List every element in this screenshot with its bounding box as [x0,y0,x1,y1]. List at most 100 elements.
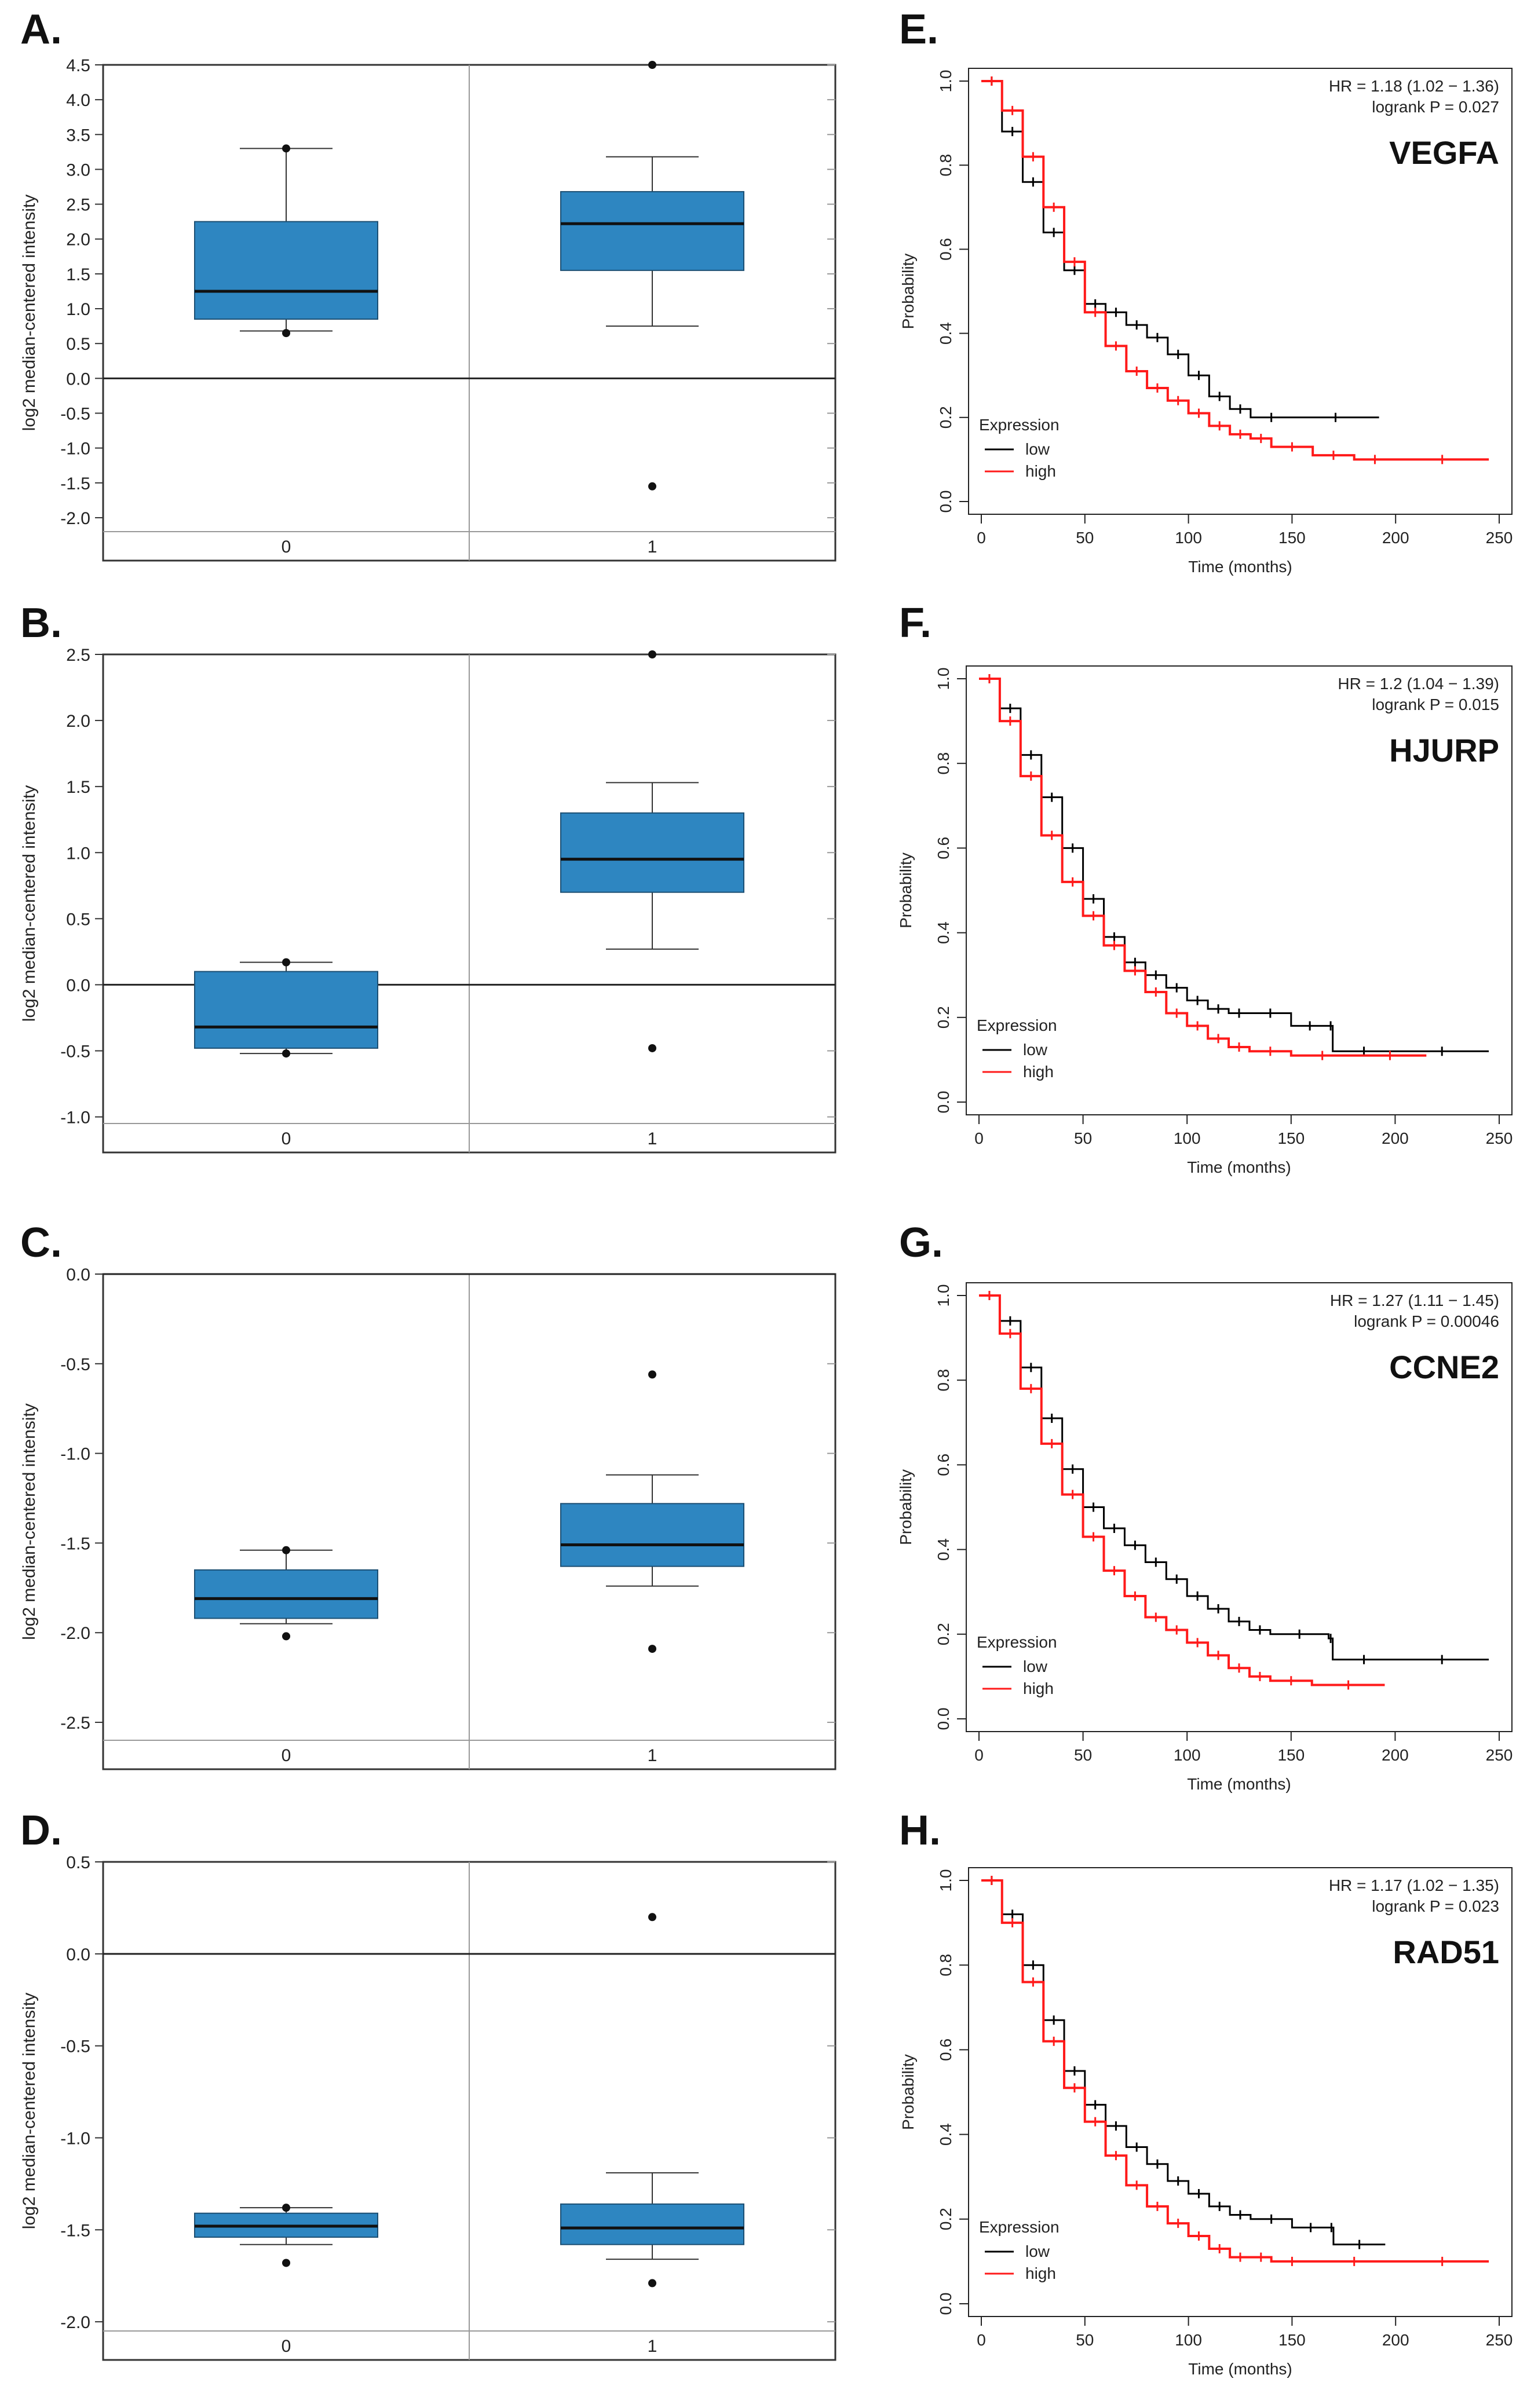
legend-label-low: low [1025,2242,1050,2260]
x-axis-label: Time (months) [1187,1158,1291,1176]
x-tick-label: 0 [974,1746,984,1764]
y-tick-label: 0.0 [937,2293,955,2315]
y-tick-label: 0.2 [934,1006,952,1029]
panel-label: D. [20,1807,62,1854]
y-tick-label: 0.5 [66,335,90,354]
km-curve-high [981,1879,1489,2263]
km-curve-high [981,80,1489,461]
y-tick-label: 1.5 [66,265,90,284]
y-tick-label: -1.5 [60,474,90,493]
y-tick-label: 2.0 [66,712,90,731]
x-axis-label: Time (months) [1187,1775,1291,1793]
hr-text: HR = 1.2 (1.04 − 1.39) [1338,675,1499,693]
outlier-point [648,61,656,69]
km-curve-high [979,678,1427,1057]
box-iqr [560,1503,744,1567]
x-tick-label: 250 [1486,1129,1513,1147]
y-tick-label: 0.0 [66,976,90,995]
gene-title: CCNE2 [1389,1349,1499,1385]
panel-label: A. [20,6,62,53]
box-iqr [560,812,744,893]
y-tick-label: -0.5 [60,1042,90,1062]
y-tick-label: -1.5 [60,1534,90,1553]
outlier-point [648,2279,656,2288]
km-panel-3: H. 0 50 100 150 200 250 0.0 0.2 0.4 0.6 0.8 1.0 Time … [899,1807,1513,2378]
outlier-point [282,144,290,153]
y-tick-label: -0.5 [60,2037,90,2056]
y-tick-label: 3.5 [66,126,90,145]
y-tick-label: 1.5 [66,778,90,797]
x-tick-label: 200 [1382,529,1409,547]
y-tick-label: 4.5 [66,56,90,75]
panel-label: E. [899,6,938,53]
outlier-point [282,1049,290,1058]
x-tick-label: 250 [1486,529,1513,547]
plot-frame [968,1867,1513,2317]
y-tick-label: 0.0 [937,491,955,513]
km-panel-2: G. 0 50 100 150 200 250 0.0 0.2 0.4 0.6 0.8 1.0 Time … [897,1220,1513,1793]
y-tick-label: 0.8 [937,1954,955,1977]
box-iqr [194,1569,378,1619]
legend-label-low: low [1023,1041,1048,1059]
logrank-text: logrank P = 0.015 [1372,696,1499,713]
outlier-point [648,482,656,491]
outlier-point [282,2204,290,2212]
legend-title: Expression [979,2218,1060,2236]
legend-label-low: low [1023,1657,1048,1675]
y-tick-label: 0.6 [937,2039,955,2061]
x-axis-label: Time (months) [1188,558,1292,576]
y-tick-label: -1.0 [60,1108,90,1128]
logrank-text: logrank P = 0.00046 [1354,1312,1499,1330]
y-axis-label: log2 median-centered intensity [20,195,39,431]
km-curve-high [979,1294,1385,1686]
y-axis-label: Probability [897,1469,915,1545]
y-axis-label: Probability [899,2054,917,2130]
boxplot-panel-2: C.0.0 -0.5 -1.0 -1.5 -2.0 -2.5 log2 median-cen… [20,1220,836,1770]
legend-label-high: high [1023,1679,1054,1697]
y-tick-label: -2.5 [60,1714,90,1733]
km-curve-low [981,1879,1386,2246]
box-iqr [194,971,378,1049]
y-axis-label: Probability [899,254,917,330]
km-curve-low [981,80,1379,419]
y-tick-label: 0.4 [934,921,952,944]
outlier-point [282,958,290,967]
y-tick-label: 0.4 [934,1538,952,1561]
y-tick-label: 0.0 [934,1708,952,1730]
plot-frame [966,1282,1513,1732]
x-tick-label: 250 [1486,1746,1513,1764]
x-tick-label: 100 [1174,1746,1201,1764]
x-category-label: 1 [648,1746,657,1765]
gene-title: VEGFA [1389,134,1499,171]
outlier-point [282,329,290,338]
gene-title: HJURP [1389,732,1499,768]
y-tick-label: -2.0 [60,2313,90,2332]
x-tick-label: 0 [977,529,986,547]
x-tick-label: 150 [1277,1129,1305,1147]
outlier-point [648,1913,656,1922]
y-axis-label: log2 median-centered intensity [20,1993,39,2230]
x-tick-label: 50 [1074,1746,1092,1764]
logrank-text: logrank P = 0.023 [1372,1897,1499,1915]
y-tick-label: 1.0 [934,1284,952,1307]
x-category-label: 1 [648,537,657,557]
x-category-label: 0 [282,1129,291,1148]
x-tick-label: 200 [1382,1746,1409,1764]
km-panel-0: E. 0 50 100 150 200 250 0.0 0.2 0.4 0.6 0.8 1.0 Time … [899,6,1513,576]
y-tick-label: 4.0 [66,91,90,110]
y-tick-label: -0.5 [60,404,90,423]
y-tick-label: 0.5 [66,910,90,929]
x-tick-label: 100 [1175,2331,1202,2349]
outlier-point [648,1370,656,1379]
hr-text: HR = 1.27 (1.11 − 1.45) [1330,1291,1499,1309]
y-tick-label: -1.0 [60,440,90,459]
km-panel-1: F. 0 50 100 150 200 250 0.0 0.2 0.4 0.6 0.8 1.0 Time … [897,600,1513,1176]
boxplot-panel-1: B.2.5 2.0 1.5 1.0 0.5 0.0 -0.5 -1.0 log2 median-… [20,600,836,1154]
panel-label: B. [20,600,62,646]
box-iqr [560,2203,744,2245]
y-tick-label: 0.4 [937,2123,955,2146]
x-tick-label: 200 [1382,1129,1409,1147]
x-tick-label: 100 [1175,529,1202,547]
x-category-label: 0 [282,2337,291,2356]
y-tick-label: 1.0 [66,300,90,319]
